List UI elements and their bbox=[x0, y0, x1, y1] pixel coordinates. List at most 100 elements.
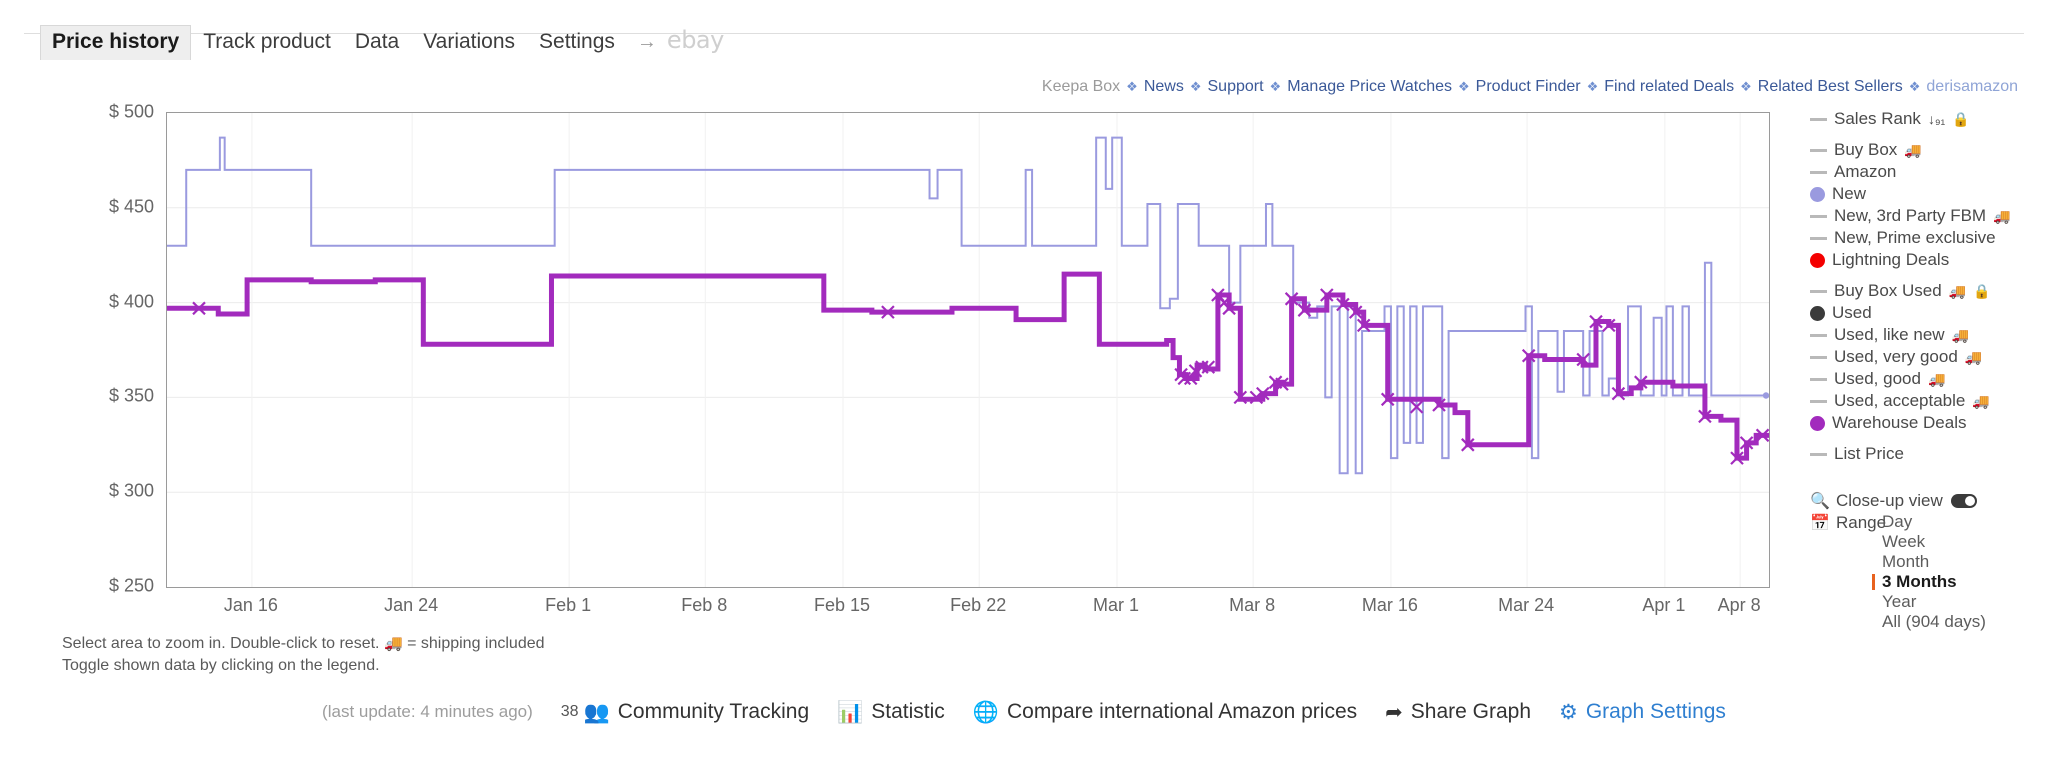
y-axis-tick: $ 400 bbox=[108, 291, 154, 312]
closeup-view-control[interactable]: 🔍 Close-up view bbox=[1810, 488, 2048, 514]
legend-item-buy-box-used[interactable]: Buy Box Used 🚚 🔒 bbox=[1810, 280, 2048, 302]
footer-compare-international-amazon-prices[interactable]: 🌐 Compare international Amazon prices bbox=[973, 700, 1357, 724]
legend-item-warehouse-deals[interactable]: Warehouse Deals bbox=[1810, 412, 2048, 434]
legend-line-icon bbox=[1810, 399, 1827, 403]
tabbar: Price history Track product Data Variati… bbox=[0, 24, 2048, 60]
range-option-day[interactable]: Day bbox=[1882, 512, 1913, 531]
plot-area[interactable] bbox=[166, 112, 1770, 588]
truck-icon: 🚚 bbox=[1964, 349, 1983, 365]
legend-item-used[interactable]: Used bbox=[1810, 302, 2048, 324]
tab-settings[interactable]: Settings bbox=[539, 30, 615, 53]
range-option-year[interactable]: Year bbox=[1882, 592, 1917, 611]
footer-share-graph[interactable]: ➦ Share Graph bbox=[1385, 700, 1531, 724]
range-option-month[interactable]: Month bbox=[1882, 552, 1930, 571]
price-history-chart[interactable]: $ 250 $ 300 $ 350 $ 400 $ 450 $ 500 Jan 16 Jan… bbox=[0, 100, 1770, 630]
statistic-icon: 📊 bbox=[837, 700, 864, 724]
footer-statistic[interactable]: 📊 Statistic bbox=[837, 700, 945, 724]
legend-line-icon bbox=[1810, 236, 1827, 240]
legend-line-icon bbox=[1810, 214, 1827, 218]
legend-item-new-prime-exclusive[interactable]: New, Prime exclusive bbox=[1810, 227, 2048, 249]
nav-item-news[interactable]: News bbox=[1143, 78, 1184, 95]
tab-track-product[interactable]: Track product bbox=[203, 30, 331, 53]
y-axis-tick: $ 450 bbox=[108, 196, 154, 217]
x-axis-tick: Mar 1 bbox=[1092, 595, 1139, 615]
nav-item-product-finder[interactable]: Product Finder bbox=[1475, 78, 1581, 95]
range-label: Range bbox=[1836, 513, 1887, 532]
x-axis-labels: Jan 16 Jan 24 Feb 1 Feb 8 Feb 15 Feb 22 Mar 1 M… bbox=[166, 595, 1770, 625]
search-icon: 🔍 bbox=[1810, 493, 1830, 510]
x-axis-tick: Mar 24 bbox=[1498, 595, 1555, 615]
y-axis-tick: $ 350 bbox=[108, 385, 154, 406]
nav-item-find-related-deals[interactable]: Find related Deals bbox=[1604, 78, 1735, 95]
toggle-knob bbox=[1964, 496, 1975, 506]
tab-price-history[interactable]: Price history bbox=[40, 25, 192, 60]
x-axis-tick: Mar 8 bbox=[1229, 595, 1276, 615]
chart-legend[interactable]: Sales Rank ↓₉₁ 🔒 Buy Box 🚚 Amazon New New, 3rd … bbox=[1810, 108, 2048, 465]
range-option-all-904-days-[interactable]: All (904 days) bbox=[1882, 612, 1986, 631]
range-selector[interactable]: 📅 Range Day Week Month 3 Months Year All (904… bbox=[1810, 512, 2048, 631]
ebay-logo[interactable]: ebay bbox=[666, 26, 724, 54]
range-option-3-months[interactable]: 3 Months bbox=[1872, 572, 2047, 592]
y-axis-labels: $ 250 $ 300 $ 350 $ 400 $ 450 $ 500 bbox=[0, 100, 166, 596]
legend-item-used-like-new[interactable]: Used, like new 🚚 bbox=[1810, 324, 2048, 346]
nav-separator: ❖ bbox=[1269, 79, 1282, 94]
legend-item-label: Used bbox=[1832, 303, 1872, 322]
tab-list: Price history Track product Data Variati… bbox=[40, 24, 730, 60]
closeup-view-toggle[interactable] bbox=[1950, 494, 1977, 508]
gear-icon: ⚙ bbox=[1559, 700, 1578, 724]
chart-footer: (last update: 4 minutes ago) 38 👥 Community… bbox=[0, 692, 2048, 732]
nav-item-related-best-sellers[interactable]: Related Best Sellers bbox=[1757, 78, 1903, 95]
lock-icon: 🔒 bbox=[1952, 111, 1970, 127]
legend-line-icon bbox=[1810, 355, 1827, 359]
x-axis-tick: Feb 15 bbox=[814, 595, 871, 615]
lock-icon: 🔒 bbox=[1973, 283, 1991, 299]
footer-item-label: Compare international Amazon prices bbox=[1006, 700, 1358, 723]
legend-item-lightning-deals[interactable]: Lightning Deals bbox=[1810, 249, 2048, 271]
sort-rank-icon: ↓₉₁ bbox=[1927, 111, 1946, 127]
y-axis-tick: $ 250 bbox=[108, 575, 154, 596]
nav-item-manage-price-watches[interactable]: Manage Price Watches bbox=[1287, 78, 1453, 95]
legend-line-icon bbox=[1810, 289, 1827, 293]
community-icon: 👥 bbox=[583, 700, 610, 724]
globe-icon: 🌐 bbox=[972, 700, 999, 724]
legend-item-new[interactable]: New bbox=[1810, 183, 2048, 205]
legend-item-used-good[interactable]: Used, good 🚚 bbox=[1810, 368, 2048, 390]
legend-item-label: Used, like new bbox=[1834, 325, 1945, 344]
legend-item-buy-box[interactable]: Buy Box 🚚 bbox=[1810, 139, 2048, 161]
nav-item-support[interactable]: Support bbox=[1207, 78, 1264, 95]
y-axis-tick: $ 500 bbox=[108, 101, 154, 122]
plot-svg bbox=[167, 113, 1769, 587]
range-header: 📅 Range bbox=[1810, 512, 2048, 534]
x-axis-tick: Mar 16 bbox=[1361, 595, 1418, 615]
legend-item-used-very-good[interactable]: Used, very good 🚚 bbox=[1810, 346, 2048, 368]
legend-item-amazon[interactable]: Amazon bbox=[1810, 161, 2048, 183]
nav-separator: ❖ bbox=[1189, 79, 1202, 94]
legend-item-sales-rank[interactable]: Sales Rank ↓₉₁ 🔒 bbox=[1810, 108, 2048, 130]
x-axis-tick: Feb 8 bbox=[681, 595, 728, 615]
range-option-week[interactable]: Week bbox=[1882, 532, 1926, 551]
footer-item-label: Statistic bbox=[871, 700, 945, 723]
nav-separator: ❖ bbox=[1740, 79, 1752, 94]
legend-item-label: Buy Box Used bbox=[1834, 281, 1942, 300]
legend-item-new-3rd-party-fbm[interactable]: New, 3rd Party FBM 🚚 bbox=[1810, 205, 2048, 227]
truck-icon: 🚚 bbox=[1927, 371, 1946, 387]
footer-graph-settings[interactable]: ⚙ Graph Settings bbox=[1559, 700, 1726, 724]
footer-community-tracking[interactable]: 38 👥 Community Tracking bbox=[561, 700, 809, 724]
legend-item-label: Used, acceptable bbox=[1834, 391, 1966, 410]
tab-variations[interactable]: Variations bbox=[423, 30, 516, 53]
legend-item-list-price[interactable]: List Price bbox=[1810, 443, 2048, 465]
nav-item-derisamazon[interactable]: derisamazon bbox=[1926, 78, 2018, 95]
truck-icon: 🚚 bbox=[1951, 327, 1969, 343]
x-axis-tick: Apr 1 bbox=[1642, 595, 1686, 615]
legend-item-label: New, Prime exclusive bbox=[1834, 228, 1996, 247]
legend-item-label: Used, good bbox=[1834, 369, 1921, 388]
range-option-list[interactable]: Day Week Month 3 Months Year All (904 days) bbox=[1872, 512, 2047, 632]
tab-data[interactable]: Data bbox=[354, 30, 400, 53]
legend-item-label: Warehouse Deals bbox=[1832, 413, 1967, 432]
legend-item-label: Sales Rank bbox=[1834, 109, 1921, 128]
truck-icon: 🚚 bbox=[1904, 142, 1922, 158]
last-update-text: (last update: 4 minutes ago) bbox=[322, 702, 533, 721]
legend-item-used-acceptable[interactable]: Used, acceptable 🚚 bbox=[1810, 390, 2048, 412]
legend-item-label: New, 3rd Party FBM bbox=[1834, 206, 1987, 225]
legend-item-label: Lightning Deals bbox=[1832, 250, 1950, 269]
